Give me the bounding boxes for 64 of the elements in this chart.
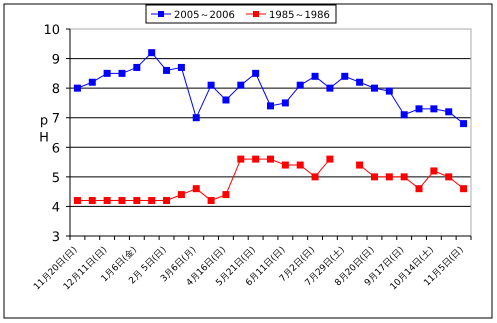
point [430,167,438,174]
point [400,173,408,180]
point [430,105,438,112]
point [460,185,468,192]
point [282,99,289,106]
point [312,173,319,180]
point [104,197,111,204]
point [118,197,126,204]
y-tick-label: 10 [43,23,60,38]
y-tick-label: 5 [52,170,60,186]
y-axis-title: pH [39,114,49,146]
point [386,173,393,180]
point [163,197,170,204]
point [178,191,185,198]
point [222,96,230,104]
point [222,191,230,198]
point [416,105,423,112]
point [88,78,96,86]
point [192,114,200,122]
legend-label: 1985～1986 [269,10,330,21]
point [356,162,364,169]
point [208,197,215,204]
y-tick-label: 3 [52,230,60,245]
point [208,82,215,89]
point [460,120,468,128]
point [296,162,304,169]
y-tick-label: 4 [52,200,60,216]
point [252,70,260,77]
y-tick-label: 9 [52,52,60,68]
point [74,197,81,204]
point [370,84,378,92]
point [237,82,244,89]
point [74,84,81,92]
y-tick-label: 8 [52,82,60,98]
point [104,70,111,77]
point [282,162,289,169]
point [148,49,156,56]
point [118,70,126,77]
point [326,84,334,92]
point [416,185,423,192]
y-tick-label: 7 [52,112,60,127]
point [445,173,452,180]
point [267,156,274,163]
point [237,156,244,163]
point [192,185,200,192]
point [400,111,408,118]
point [133,197,140,204]
point [370,173,378,180]
point [252,156,260,163]
point [163,66,170,74]
point [178,64,185,71]
point [148,197,156,204]
legend-label: 2005～2006 [174,10,235,21]
point [445,108,452,116]
point [326,156,334,163]
point [356,78,364,86]
point [267,102,274,110]
point [296,82,304,89]
point [133,64,140,71]
point [312,72,319,80]
point [341,72,348,80]
y-tick-label: 6 [52,141,60,156]
point [88,197,96,204]
point [386,88,393,95]
